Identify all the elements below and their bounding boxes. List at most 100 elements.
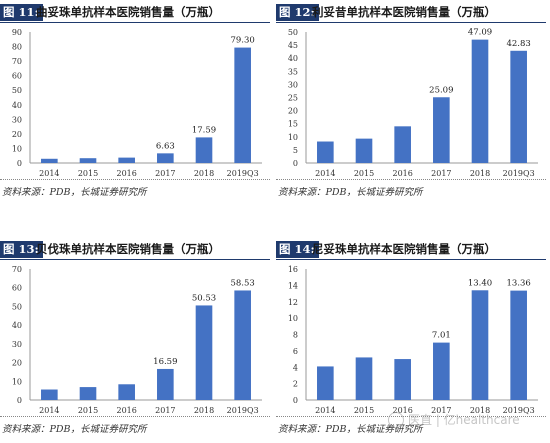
source-rule	[276, 179, 546, 180]
figure-header: 图 14: 尼妥珠单抗样本医院销售量（万瓶）	[276, 241, 546, 258]
y-tick-label: 10	[12, 377, 22, 386]
x-tick-label: 2015	[354, 169, 374, 178]
x-tick-label: 2017	[431, 406, 451, 415]
bar	[157, 368, 174, 400]
data-label: 58.53	[230, 278, 254, 288]
x-tick-label: 2015	[78, 169, 98, 178]
bar	[355, 357, 373, 400]
bar	[355, 138, 373, 163]
header-rule	[0, 22, 270, 23]
bar	[471, 290, 489, 400]
figure-label: 图 13:	[0, 241, 43, 258]
bar	[118, 157, 135, 163]
chart-title: 尼妥珠单抗样本医院销售量（万瓶）	[312, 242, 496, 256]
y-tick-label: 80	[12, 43, 22, 52]
bar	[41, 389, 58, 400]
figure-label: 图 11:	[0, 4, 43, 21]
bar-chart-svg: 0 5 10 15 20 25 30 35 40 45 50 2014 2015 2016 2017 25.0…	[288, 28, 538, 178]
source-note: 资料来源：PDB，长城证券研究所	[2, 187, 147, 198]
y-tick-label: 20	[12, 359, 22, 368]
source-rule	[276, 416, 546, 417]
data-label: 7.01	[432, 331, 451, 341]
bar	[510, 50, 527, 163]
y-tick-label: 50	[12, 302, 22, 311]
x-tick-label: 2016	[116, 406, 136, 415]
y-tick-label: 60	[12, 72, 22, 81]
source-rule	[0, 416, 270, 417]
y-tick-label: 2	[293, 380, 298, 389]
bar-chart-svg: 0 2 4 6 8 10 12 14 16 2014 2015 2016 2017 7.01 2018 13.…	[288, 265, 538, 415]
x-tick-label: 2015	[78, 406, 98, 415]
bar	[510, 290, 527, 400]
x-tick-label: 2016	[392, 169, 412, 178]
source-note: 资料来源：PDB，长城证券研究所	[2, 424, 147, 435]
y-tick-label: 20	[12, 130, 22, 139]
x-tick-label: 2019Q3	[503, 169, 535, 178]
x-tick-label: 2019Q3	[503, 406, 535, 415]
y-tick-label: 50	[12, 86, 22, 95]
x-tick-label: 2018	[194, 169, 214, 178]
bar-chart-svg: 0 10 20 30 40 50 60 70 2014 2015 2016 2017 16.59 2018…	[12, 265, 262, 415]
data-label: 50.53	[192, 293, 216, 303]
data-label: 17.59	[192, 125, 216, 135]
y-tick-label: 25	[288, 94, 298, 103]
y-tick-label: 12	[288, 298, 298, 307]
header-rule	[276, 22, 546, 23]
y-tick-label: 35	[288, 67, 298, 76]
x-tick-label: 2014	[315, 169, 335, 178]
header-rule	[0, 259, 270, 260]
x-tick-label: 2017	[155, 406, 175, 415]
source-note: 资料来源：PDB，长城证券研究所	[278, 424, 423, 435]
data-label: 13.40	[468, 278, 492, 288]
bar	[157, 153, 174, 163]
watermark: 医直 | 亿healthcare	[388, 411, 520, 429]
bar	[195, 137, 213, 163]
y-tick-label: 6	[293, 347, 298, 356]
figure-label: 图 12:	[276, 4, 319, 21]
chart-title: 曲妥珠单抗样本医院销售量（万瓶）	[36, 5, 220, 19]
x-tick-label: 2015	[354, 406, 374, 415]
figure-header: 图 13: 贝伐珠单抗样本医院销售量（万瓶）	[0, 241, 270, 258]
data-label: 25.09	[429, 85, 453, 95]
y-tick-label: 40	[12, 321, 22, 330]
y-tick-label: 40	[12, 101, 22, 110]
bar	[79, 387, 97, 400]
y-tick-label: 8	[293, 331, 298, 340]
y-tick-label: 0	[17, 396, 22, 405]
bar	[118, 384, 135, 400]
y-tick-label: 30	[288, 80, 298, 89]
data-label: 47.09	[468, 28, 492, 38]
y-tick-label: 4	[293, 363, 298, 372]
y-tick-label: 30	[12, 115, 22, 124]
y-tick-label: 10	[12, 144, 22, 153]
y-tick-label: 0	[17, 159, 22, 168]
x-tick-label: 2014	[315, 406, 335, 415]
x-tick-label: 2018	[194, 406, 214, 415]
y-tick-label: 70	[12, 265, 22, 274]
watermark-text: 医直 | 亿healthcare	[408, 413, 520, 427]
y-tick-label: 30	[12, 340, 22, 349]
data-label: 42.83	[506, 39, 530, 49]
data-label: 79.30	[230, 36, 254, 46]
x-tick-label: 2019Q3	[227, 406, 259, 415]
figure-header: 图 11: 曲妥珠单抗样本医院销售量（万瓶）	[0, 4, 270, 21]
data-label: 6.63	[156, 141, 175, 151]
y-tick-label: 20	[288, 107, 298, 116]
x-tick-label: 2016	[392, 406, 412, 415]
chart-title: 贝伐珠单抗样本医院销售量（万瓶）	[36, 242, 220, 256]
y-tick-label: 50	[288, 28, 298, 37]
y-tick-label: 5	[293, 146, 298, 155]
bar	[394, 359, 411, 400]
bar	[433, 97, 450, 163]
bar	[317, 141, 334, 163]
y-tick-label: 70	[12, 57, 22, 66]
y-tick-label: 45	[288, 41, 298, 50]
figure-label: 图 14:	[276, 241, 319, 258]
bar	[195, 305, 213, 400]
y-tick-label: 10	[288, 133, 298, 142]
bar	[471, 39, 489, 163]
figure-header: 图 12: 利妥昔单抗样本医院销售量（万瓶）	[276, 4, 546, 21]
bar	[234, 47, 251, 163]
y-tick-label: 60	[12, 284, 22, 293]
bar	[433, 342, 450, 400]
